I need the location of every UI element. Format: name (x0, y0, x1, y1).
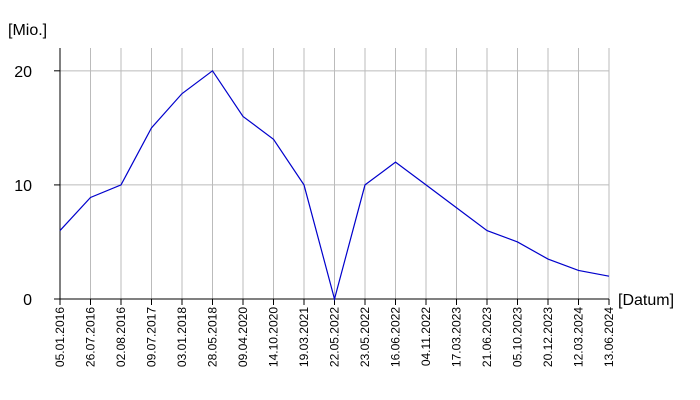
x-tick-label: 17.03.2023 (450, 307, 464, 367)
x-tick-label: 22.05.2022 (328, 307, 342, 367)
y-tick-label: 20 (14, 64, 32, 81)
x-axis-label: [Datum] (618, 292, 674, 309)
x-tick-label: 09.07.2017 (145, 307, 159, 367)
y-tick-label: 0 (23, 292, 32, 309)
x-tick-label: 26.07.2016 (84, 307, 98, 367)
x-tick-label: 05.01.2016 (53, 307, 67, 367)
x-tick-label: 16.06.2022 (389, 307, 403, 367)
x-tick-label: 03.01.2018 (175, 307, 189, 367)
x-tick-label: 05.10.2023 (511, 307, 525, 367)
x-tick-label: 14.10.2020 (267, 307, 281, 367)
x-tick-label: 13.06.2024 (602, 307, 616, 367)
x-tick-label: 09.04.2020 (236, 307, 250, 367)
x-tick-label: 28.05.2018 (206, 307, 220, 367)
x-tick-label: 20.12.2023 (541, 307, 555, 367)
x-tick-label: 02.08.2016 (114, 307, 128, 367)
x-tick-label: 04.11.2022 (419, 307, 433, 366)
x-tick-label: 21.06.2023 (480, 307, 494, 367)
y-tick-label: 10 (14, 178, 32, 195)
x-tick-label: 12.03.2024 (572, 307, 586, 367)
line (59, 69, 610, 302)
x-tick-label: 19.03.2021 (297, 307, 311, 367)
x-tick-label: 23.05.2022 (358, 307, 372, 367)
y-axis-label: [Mio.] (8, 22, 47, 39)
